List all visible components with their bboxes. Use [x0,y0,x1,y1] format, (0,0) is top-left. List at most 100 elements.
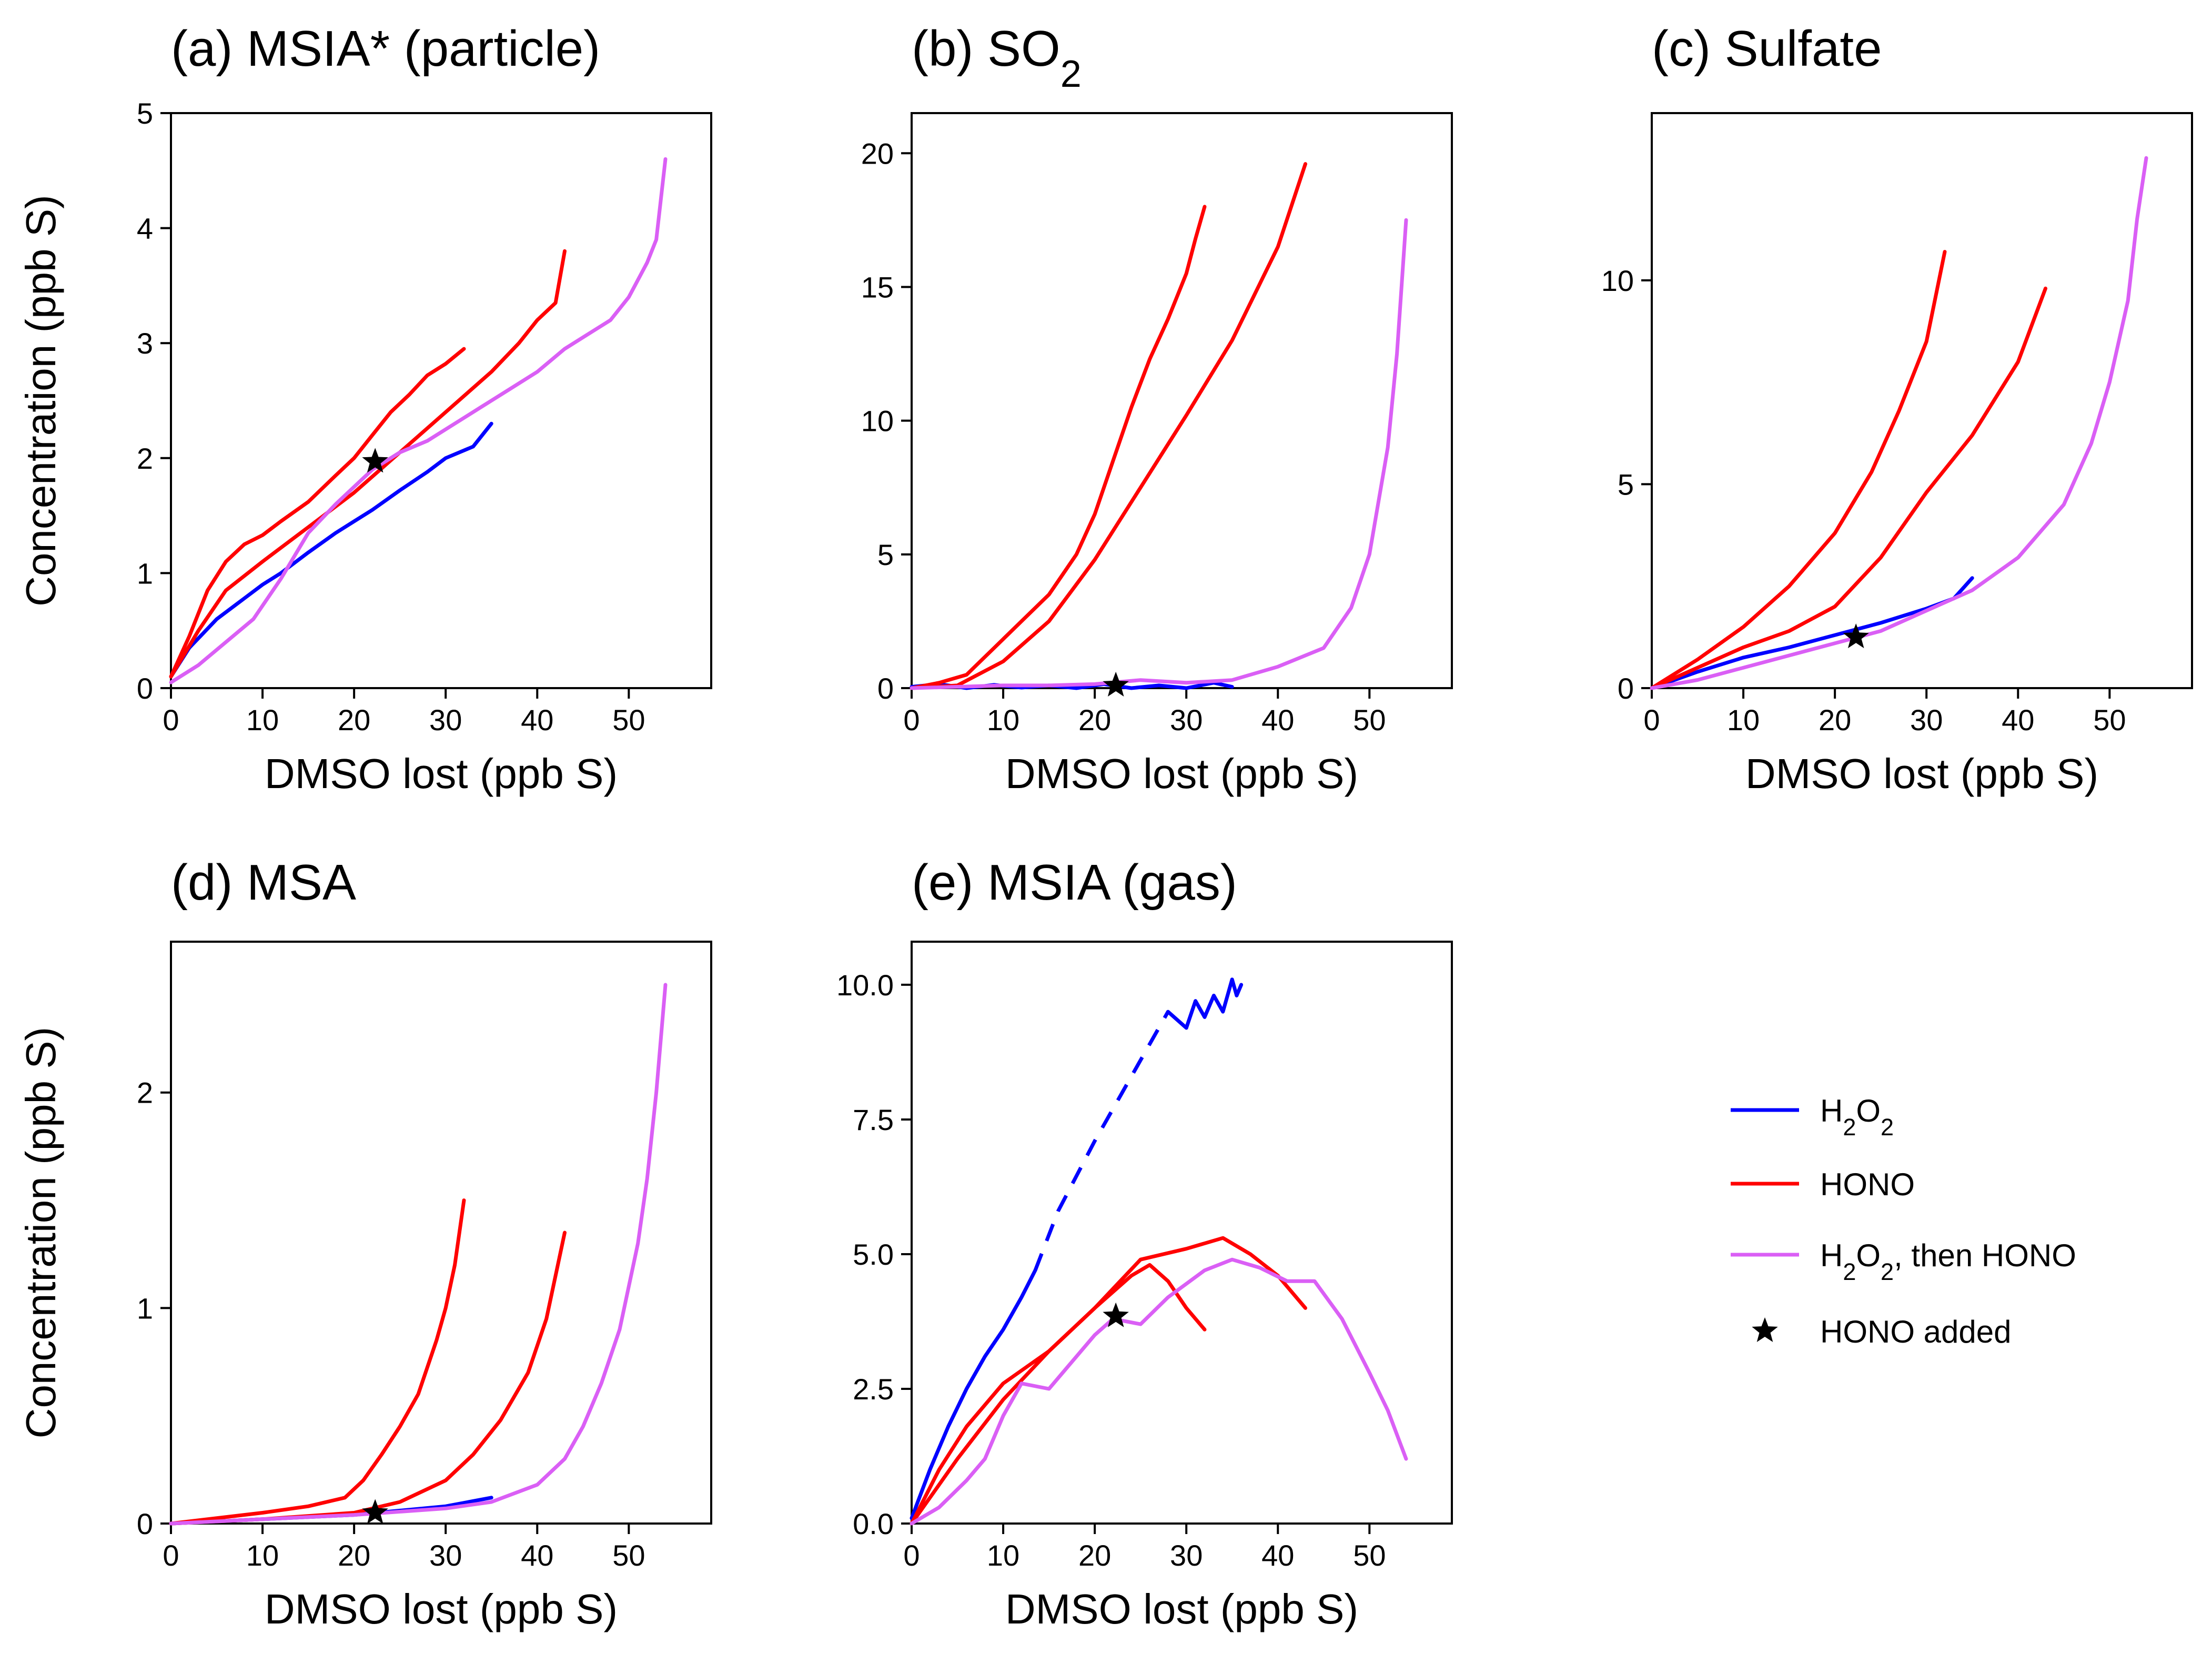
y-tick-label: 4 [137,212,153,245]
y-tick-label: 0.0 [853,1507,894,1540]
panel-d-title: (d) MSA [171,854,356,911]
x-tick-label: 40 [2002,703,2034,737]
series-line-hono-fast- [169,1198,466,1526]
legend-label-h2o2_then_hono: H2O2, then HONO [1820,1238,2076,1285]
legend-label-hono: HONO [1820,1167,1915,1202]
x-tick-label: 0 [903,1539,920,1572]
x-tick-label: 50 [1353,703,1386,737]
legend-label-star: HONO added [1820,1314,2012,1349]
x-tick-label: 40 [1261,703,1294,737]
series-line-hono-slow- [910,1236,1307,1526]
series-line-h2o2-then-hono [169,983,668,1526]
x-tick-label: 40 [521,703,553,737]
x-tick-label: 20 [338,1539,370,1572]
x-tick-label: 30 [1170,703,1203,737]
panel-a-xlabel: DMSO lost (ppb S) [265,750,618,797]
y-tick-label: 5 [1618,468,1634,501]
panel-c-xlabel: DMSO lost (ppb S) [1745,750,2098,797]
x-tick-label: 10 [246,1539,279,1572]
x-tick-label: 50 [612,703,645,737]
panel-e-title: (e) MSIA (gas) [912,854,1237,911]
x-tick-label: 10 [987,703,1019,737]
panel-c: (c) Sulfate 0 10 20 30 40 50 0 5 10 DMSO lost (ppb… [1601,21,2193,797]
y-tick-label: 10 [861,405,894,438]
x-tick-label: 0 [163,1539,179,1572]
x-tick-label: 20 [338,703,370,737]
y-tick-label: 2 [137,1076,153,1110]
series-line-h2o2 [910,1268,1037,1520]
panel-d-xlabel: DMSO lost (ppb S) [265,1586,618,1632]
series-line-hono-fast- [910,205,1207,690]
x-tick-label: 20 [1078,1539,1111,1572]
panel-e-xlabel: DMSO lost (ppb S) [1005,1586,1358,1632]
x-tick-label: 50 [1353,1539,1386,1572]
series-line-hono-slow- [910,162,1307,690]
panel-c-title: (c) Sulfate [1652,21,1882,77]
x-tick-label: 40 [521,1539,553,1572]
panel-d-ylabel: Concentration (ppb S) [17,1027,64,1439]
panel-a: (a) MSIA* (particle) 0 10 20 30 40 50 0 1 2 3 4 5 DMS… [17,21,712,797]
series-line-hono-fast- [169,347,466,679]
x-tick-label: 30 [1910,703,1943,737]
hono-added-star [362,448,388,473]
y-tick-label: 0 [877,672,894,705]
x-tick-label: 30 [429,703,462,737]
legend-star-icon [1752,1317,1778,1342]
panel-a-frame [170,112,712,689]
panels: (a) MSIA* (particle)0 10 20 30 40 50012345DMS… [17,21,2193,1632]
panel-b: (b) SO2 0 10 20 30 40 50 0 5 10 15 20 DMSO lost (ppb… [861,21,1453,797]
series-line-hono-slow- [169,1231,567,1526]
y-tick-label: 1 [137,1292,153,1325]
x-tick-label: 50 [612,1539,645,1572]
panel-e: (e) MSIA (gas) 0 10 20 30 40 50 0.0 2.5 5.0 7.5 10.… [836,854,1453,1632]
series-line-hono-fast- [1650,250,1947,690]
panel-b-xlabel: DMSO lost (ppb S) [1005,750,1358,797]
x-tick-label: 10 [246,703,279,737]
panel-d: (d) MSA 0 10 20 30 40 50 0 1 2 DMSO lost (ppb S) Co… [17,854,712,1632]
x-tick-label: 20 [1078,703,1111,737]
series-line-h2o2-then-hono [910,1257,1408,1526]
y-tick-label: 10.0 [836,969,894,1002]
y-tick-label: 0 [1618,672,1634,705]
panel-d-frame [170,941,712,1525]
series-line-h2o2-then-hono [910,218,1408,690]
hono-added-star [1103,671,1129,697]
series-line-hono-slow- [169,249,567,679]
series-line-hono-slow- [1650,286,2047,690]
series-line-h2o2-late- [1166,977,1244,1030]
series-line-h2o2 [169,421,493,679]
panel-a-title: (a) MSIA* (particle) [171,21,600,77]
y-tick-label: 15 [861,270,894,304]
y-tick-label: 7.5 [853,1103,894,1136]
legend: H2O2 HONO H2O2, then HONO HONO added [1731,1093,2076,1349]
x-tick-label: 40 [1261,1539,1294,1572]
y-tick-label: 1 [137,557,153,590]
y-tick-label: 5 [137,97,153,130]
y-tick-label: 0 [137,672,153,705]
hono-added-star [1843,623,1869,649]
legend-label-h2o2: H2O2 [1820,1093,1894,1141]
x-tick-label: 10 [987,1539,1019,1572]
y-tick-label: 5 [877,538,894,571]
x-tick-label: 20 [1819,703,1851,737]
x-tick-label: 0 [903,703,920,737]
panel-c-frame [1651,112,2193,689]
hono-added-star [362,1499,388,1524]
y-tick-label: 10 [1601,264,1634,297]
panel-b-frame [911,112,1453,689]
panel-e-frame [911,941,1453,1525]
panel-a-ylabel: Concentration (ppb S) [17,195,64,607]
series-line-h2o2-then-hono [169,157,668,684]
x-tick-label: 30 [1170,1539,1203,1572]
panel-b-title: (b) SO2 [912,21,1082,95]
x-tick-label: 10 [1727,703,1760,737]
series-line-h2o2 [1650,576,1974,690]
y-tick-label: 2.5 [853,1373,894,1406]
x-tick-label: 0 [163,703,179,737]
x-tick-label: 30 [429,1539,462,1572]
x-tick-label: 50 [2093,703,2126,737]
y-tick-label: 2 [137,442,153,475]
y-tick-label: 20 [861,137,894,170]
series-line-h2o2-then-hono [1650,156,2148,690]
